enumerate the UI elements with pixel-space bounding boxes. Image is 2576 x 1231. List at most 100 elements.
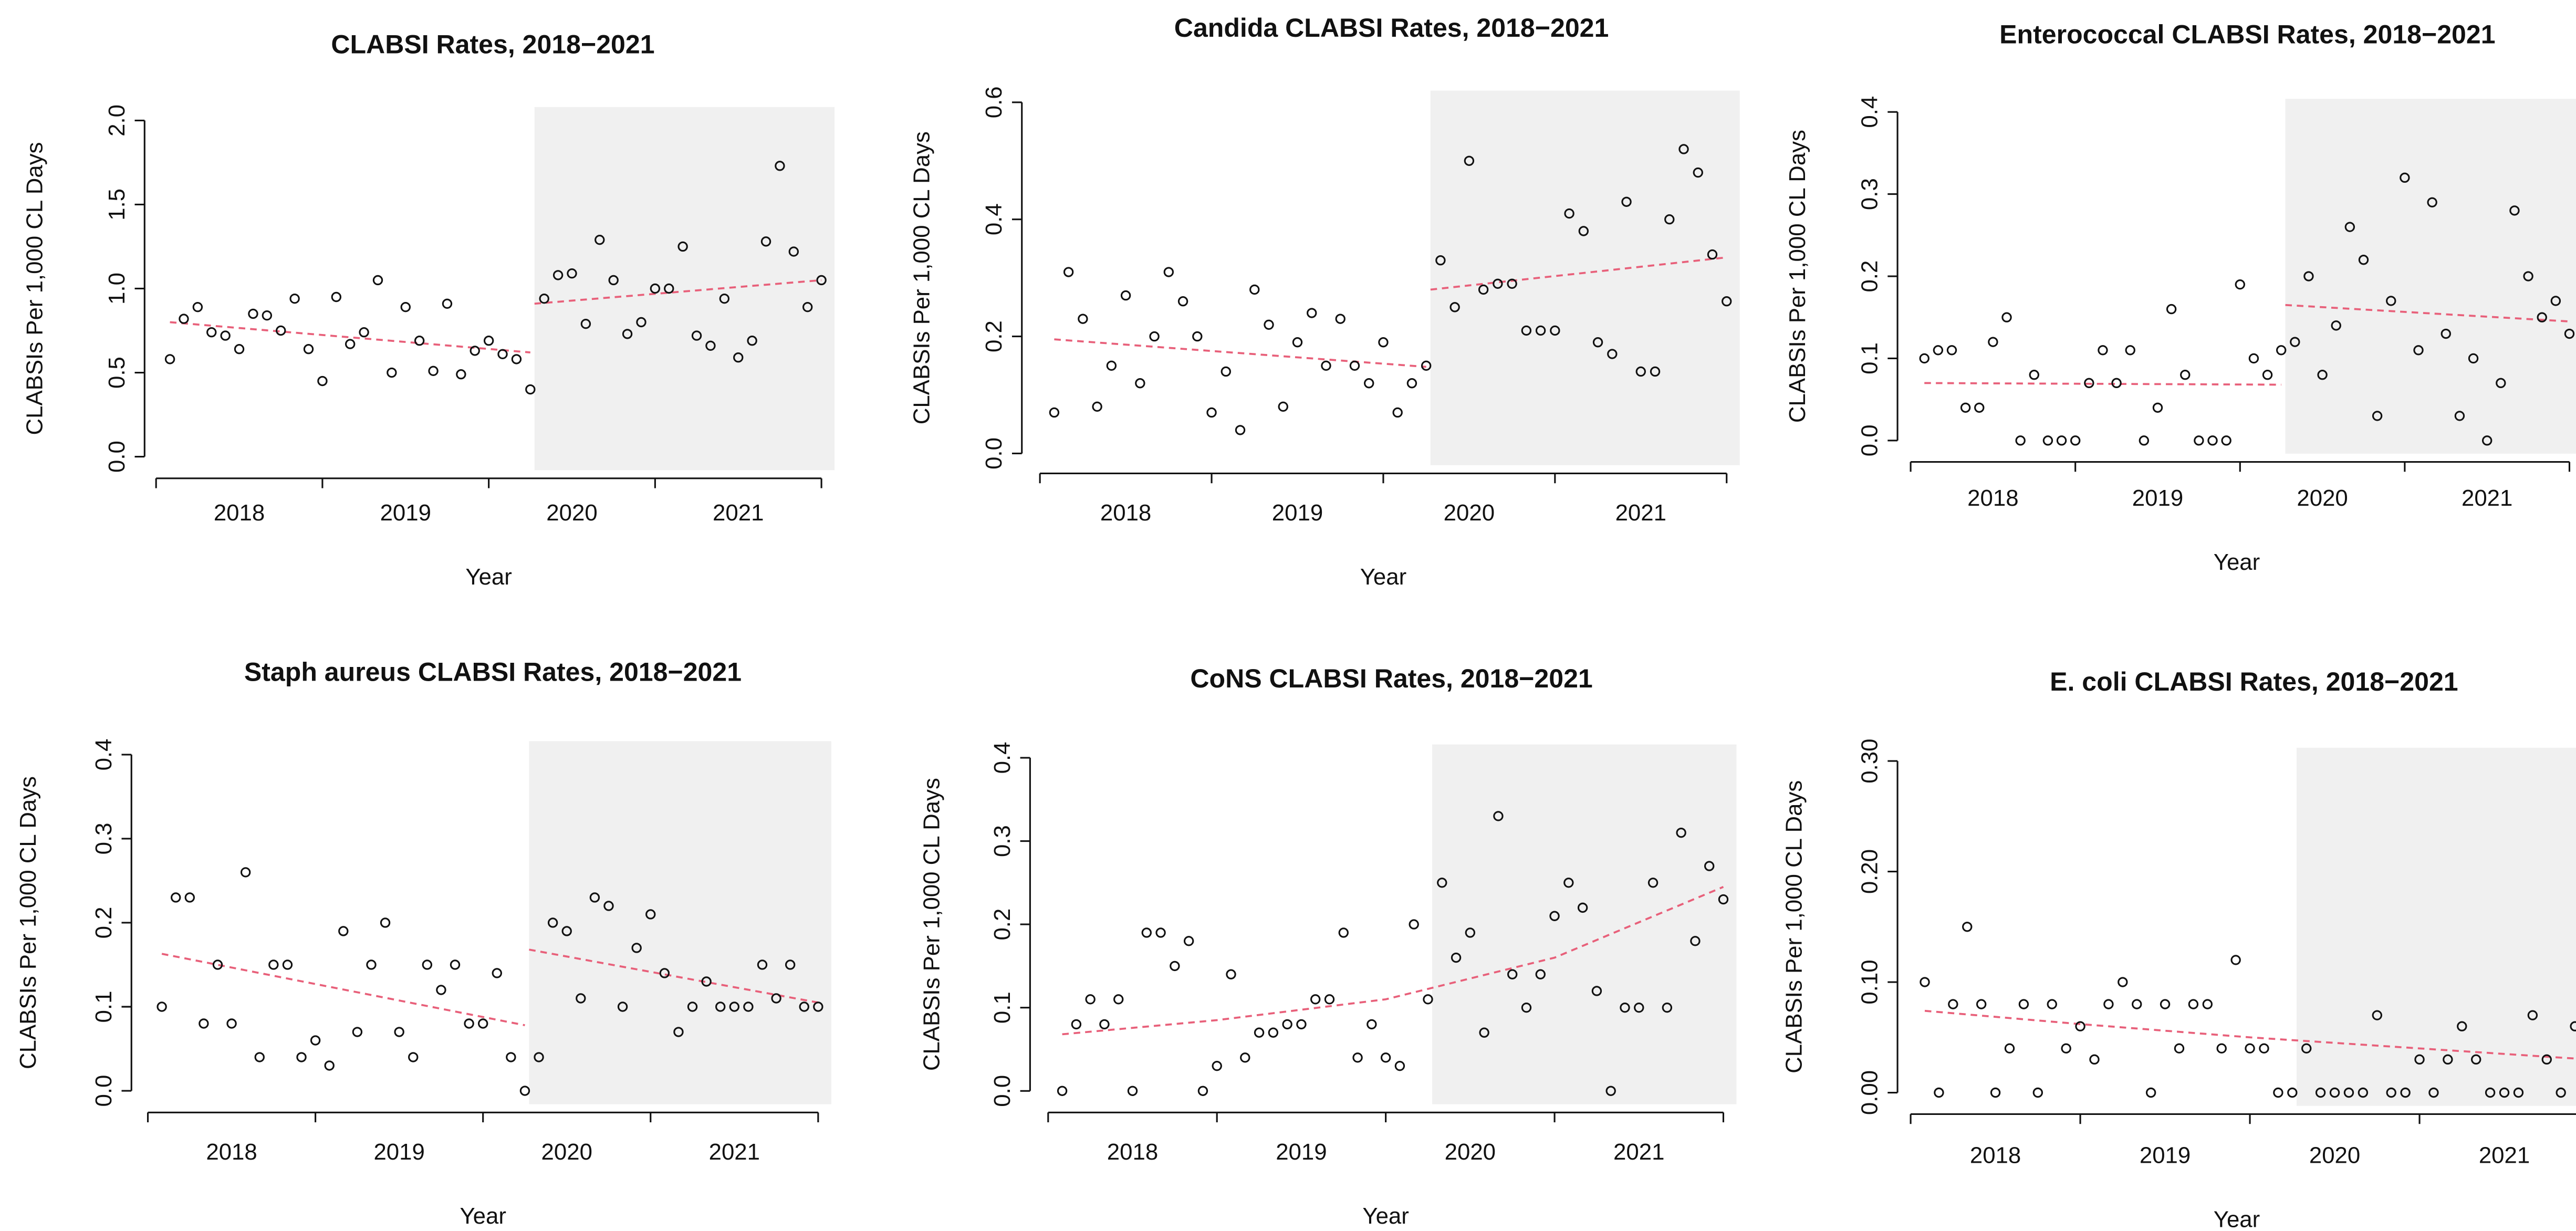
point <box>282 959 293 970</box>
point <box>2485 1087 2496 1098</box>
point <box>636 317 646 328</box>
point <box>1664 214 1675 225</box>
point <box>1170 961 1180 972</box>
point <box>1478 284 1489 295</box>
point <box>813 1002 823 1012</box>
point <box>1493 278 1503 289</box>
point <box>1718 894 1729 905</box>
y-tick-label: 0.1 <box>1857 342 1883 374</box>
point <box>2259 1043 2269 1054</box>
point <box>2457 1021 2467 1031</box>
point <box>1367 1019 1377 1030</box>
point <box>1507 278 1517 289</box>
point <box>199 1018 209 1029</box>
x-axis-label: Year <box>2214 1206 2260 1231</box>
point <box>1607 349 1618 359</box>
intervention-shade <box>1430 90 1740 465</box>
point <box>1693 167 1703 178</box>
point <box>1235 425 1246 435</box>
point <box>1437 878 1447 888</box>
point <box>733 352 744 363</box>
point <box>1449 302 1460 312</box>
point <box>1960 402 1971 413</box>
y-tick-label: 0.2 <box>989 909 1015 941</box>
point <box>1421 360 1432 371</box>
point <box>1635 366 1646 377</box>
point <box>184 892 195 903</box>
point <box>2111 378 2122 389</box>
point <box>1946 345 1957 356</box>
point <box>2523 271 2533 281</box>
point <box>456 369 466 380</box>
point <box>234 344 245 354</box>
point <box>492 968 502 978</box>
point <box>2221 435 2231 446</box>
point <box>1578 226 1589 236</box>
x-tick-label: 2021 <box>1615 500 1666 526</box>
point <box>1192 331 1203 342</box>
y-tick-label: 0.1 <box>989 992 1015 1024</box>
point <box>1676 827 1686 838</box>
point <box>387 367 397 378</box>
point <box>525 384 536 395</box>
y-tick-label: 0.0 <box>1857 424 1883 456</box>
point <box>687 1002 698 1012</box>
point <box>816 275 827 286</box>
panel: Candida CLABSI Rates, 2018−2021 Year CLABS… <box>909 13 1740 590</box>
point <box>2499 1087 2510 1098</box>
point <box>1920 977 1930 987</box>
point <box>729 1002 739 1012</box>
chart-title: Enterococcal CLABSI Rates, 2018−2021 <box>1999 20 2495 49</box>
point <box>1690 936 1701 946</box>
point <box>608 275 619 286</box>
point <box>1591 986 1602 996</box>
point <box>352 1027 363 1037</box>
point <box>380 917 391 928</box>
x-tick-label: 2019 <box>373 1139 424 1165</box>
point <box>1707 249 1718 260</box>
y-tick-label: 0.30 <box>1857 738 1883 783</box>
point <box>1352 1052 1363 1063</box>
point <box>2303 271 2314 281</box>
point <box>220 330 231 341</box>
point <box>757 959 768 970</box>
point <box>2262 370 2273 380</box>
panel: E. coli CLABSI Rates, 2018−2021 Year CLABS… <box>1781 667 2576 1231</box>
y-tick-label: 0.0 <box>981 437 1007 470</box>
point <box>2290 337 2300 347</box>
y-tick-label: 0.2 <box>91 907 117 939</box>
point <box>617 1002 628 1012</box>
point <box>677 241 688 252</box>
point <box>470 346 480 356</box>
trend-line <box>161 953 525 1027</box>
point <box>408 1052 419 1062</box>
point <box>1292 337 1303 348</box>
point <box>1647 878 1659 888</box>
point <box>2372 411 2383 421</box>
point <box>2276 345 2287 356</box>
point <box>1919 353 1930 364</box>
point <box>2075 1021 2085 1031</box>
x-tick-label: 2019 <box>1272 500 1323 526</box>
point <box>1394 1060 1405 1071</box>
y-tick-label: 0.2 <box>981 320 1007 352</box>
x-tick-label: 2020 <box>1445 1139 1496 1165</box>
point <box>1577 902 1588 913</box>
point <box>2047 999 2057 1009</box>
point <box>2344 222 2355 232</box>
point <box>2317 370 2328 380</box>
point <box>1307 308 1317 318</box>
point <box>1592 337 1603 348</box>
point <box>289 293 300 304</box>
trend-line <box>1062 886 1724 1036</box>
point <box>1563 878 1574 888</box>
y-tick-label: 0.4 <box>981 203 1007 235</box>
point <box>268 959 279 970</box>
point <box>2400 172 2410 183</box>
point <box>338 926 349 936</box>
trend-line <box>1924 1009 2576 1060</box>
y-axis-label: CLABSIs Per 1,000 CL Days <box>22 142 47 435</box>
point <box>1335 314 1346 324</box>
point <box>1621 196 1632 207</box>
